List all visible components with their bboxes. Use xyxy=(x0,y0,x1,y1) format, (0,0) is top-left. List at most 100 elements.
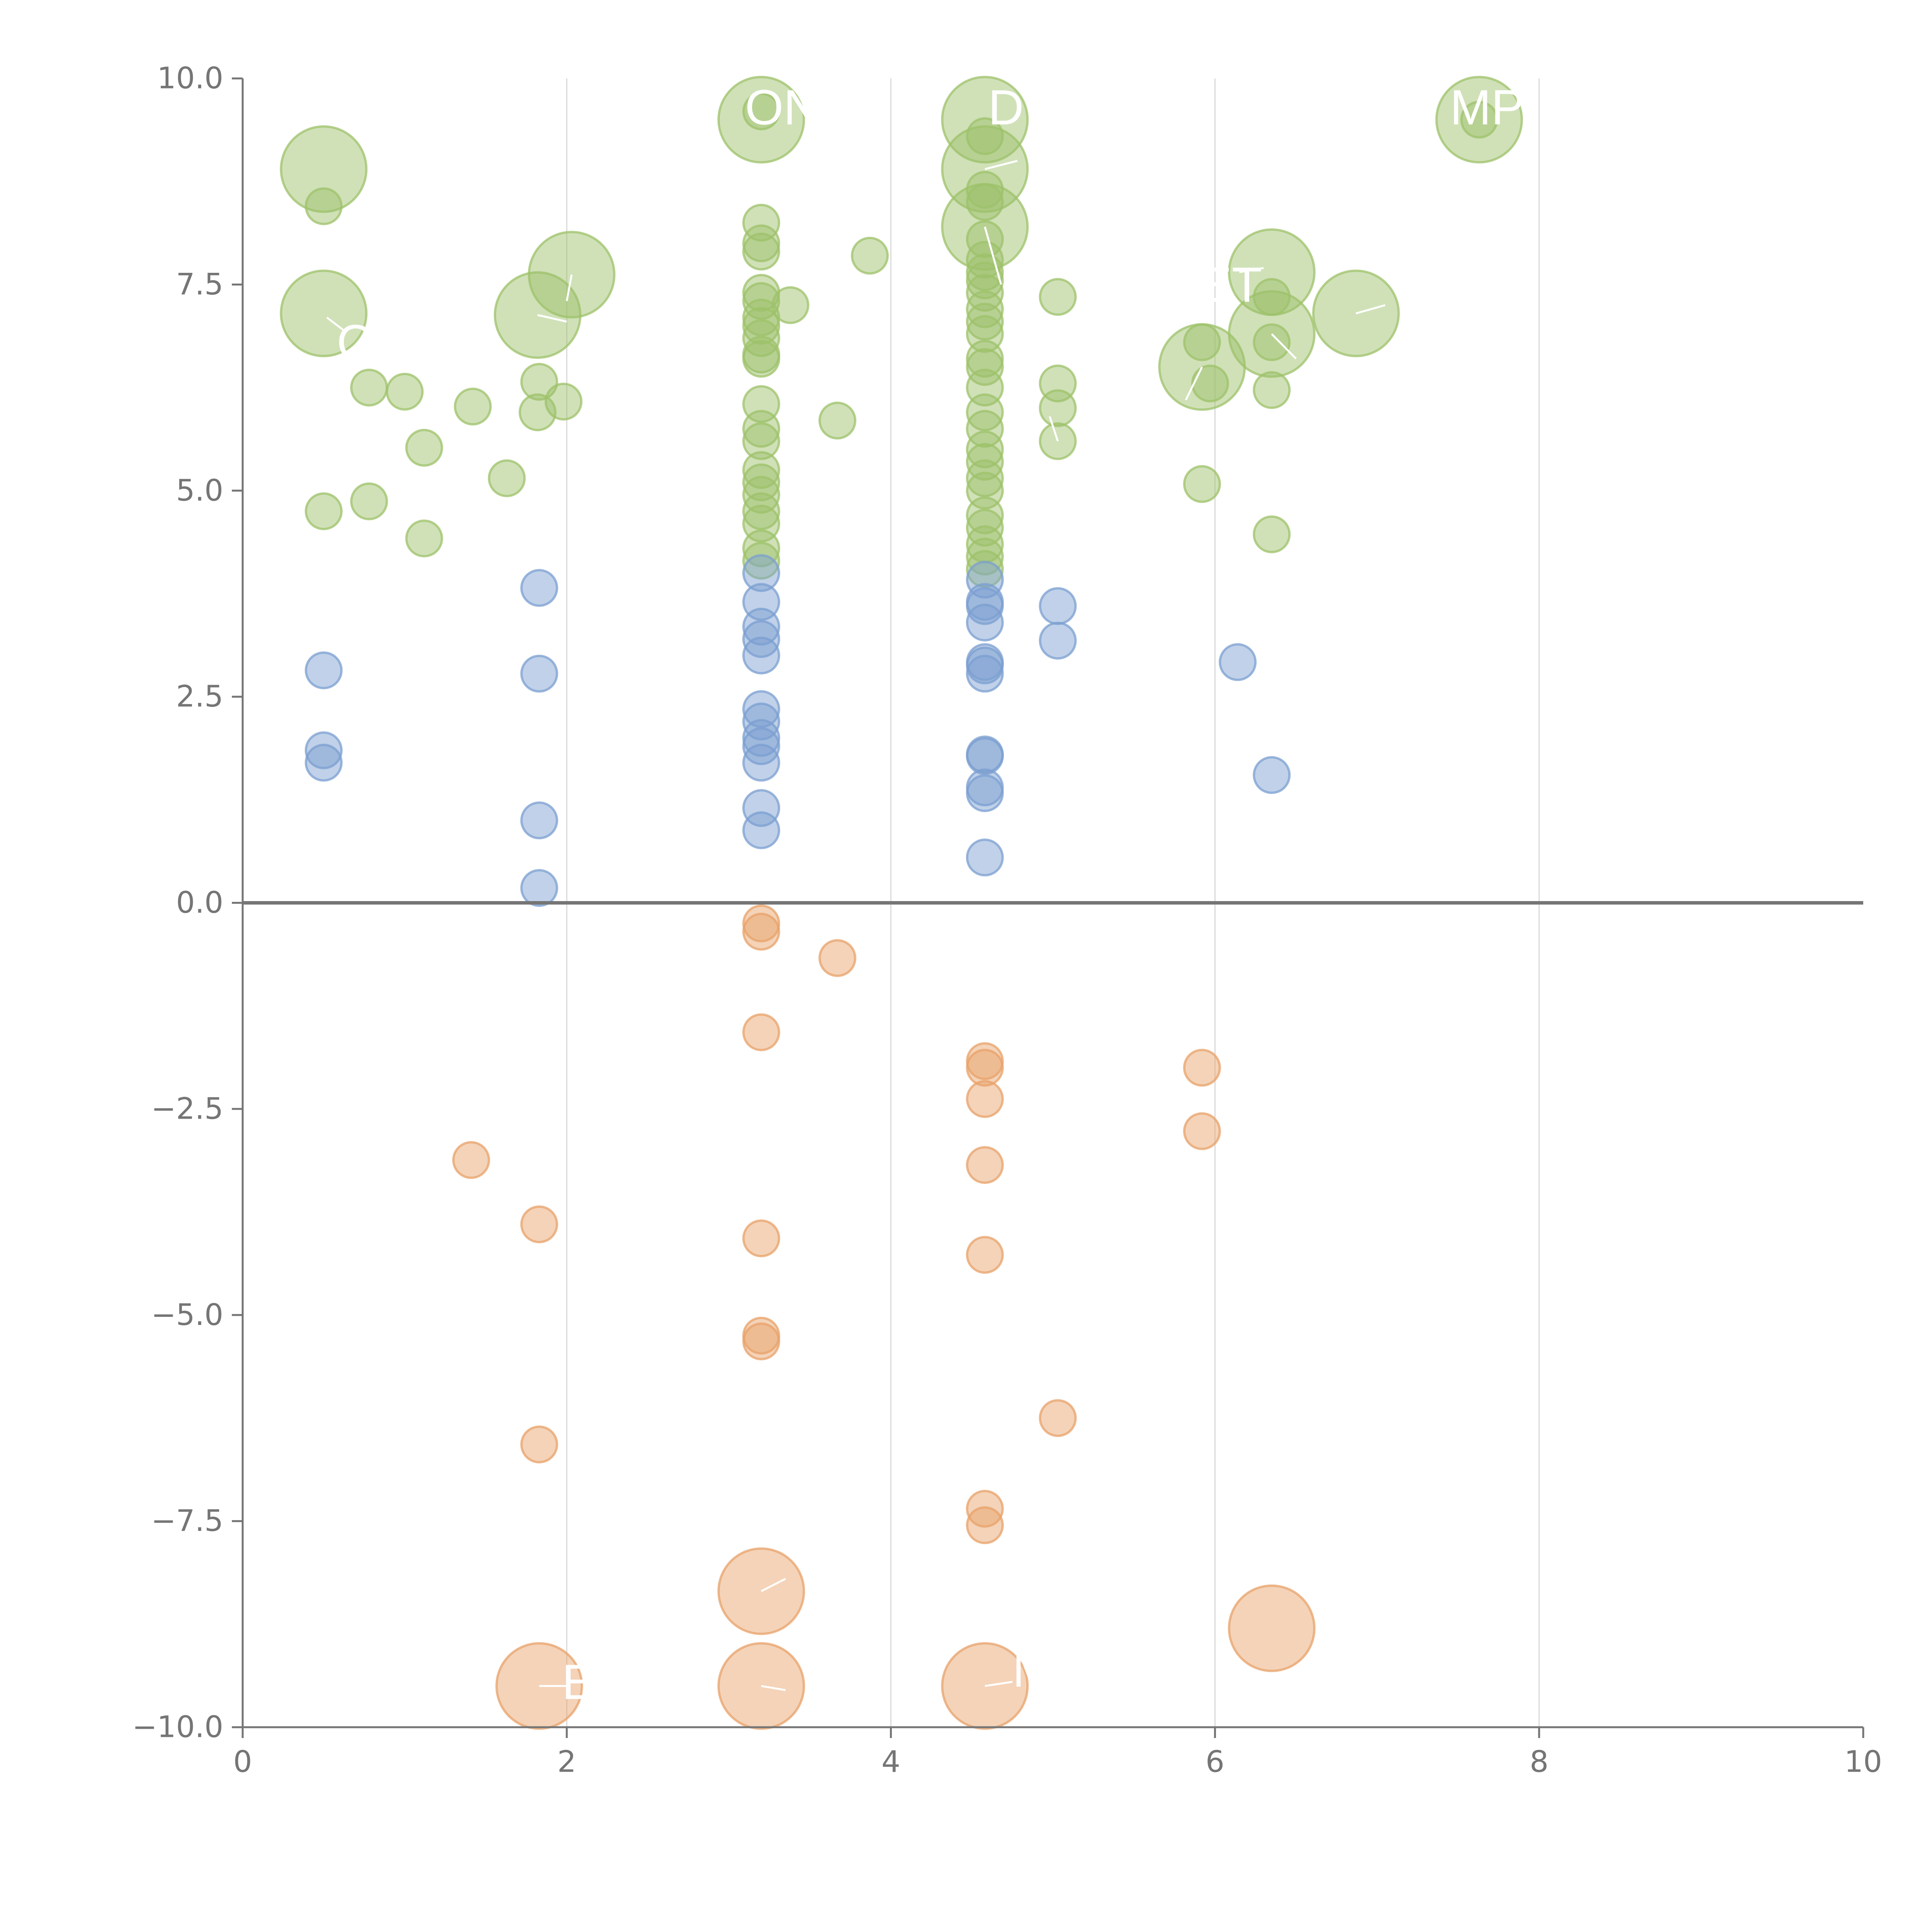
bubble-green-60 xyxy=(966,430,1004,469)
bubble-blue-27 xyxy=(966,737,1004,775)
bubble-blue-11 xyxy=(742,636,781,675)
bubble-green-7 xyxy=(488,459,526,497)
leader-line-11 xyxy=(760,1578,786,1592)
bubble-green-50 xyxy=(966,261,1004,299)
leader-line-13 xyxy=(985,1681,1013,1687)
y-tick-label-7: −7.5 xyxy=(151,1504,223,1538)
bubble-green-71 xyxy=(1039,389,1077,427)
bubble-orange-12 xyxy=(818,939,857,977)
bubble-blue-30 xyxy=(966,838,1004,877)
bubble-green-76 xyxy=(1183,465,1221,503)
bubble-blue-10 xyxy=(742,620,781,658)
bubble-blue-32 xyxy=(1039,622,1077,660)
bubble-orange-21 xyxy=(1039,1399,1077,1437)
bubble-orange-16 xyxy=(966,1146,1004,1184)
bubble-blue-19 xyxy=(966,561,1004,599)
bubble-orange-15 xyxy=(966,1080,1004,1118)
bubble-blue-24 xyxy=(966,646,1004,685)
bubble-green-0 xyxy=(280,125,368,213)
bubble-orange-0 xyxy=(452,1141,490,1179)
leader-line-8 xyxy=(1355,304,1386,315)
x-tick-label-4: 8 xyxy=(1530,1745,1549,1779)
bubble-orange-14 xyxy=(966,1049,1004,1087)
leader-line-2 xyxy=(566,274,573,301)
bubble-green-47 xyxy=(966,220,1004,259)
bubble-green-82 xyxy=(1253,515,1291,553)
bubble-orange-23 xyxy=(1183,1112,1221,1150)
bubble-green-38 xyxy=(771,286,810,324)
x-tick-label-1: 2 xyxy=(557,1745,576,1779)
y-tick-label-1: 7.5 xyxy=(176,267,223,302)
bubble-green-1 xyxy=(304,187,343,225)
bubble-green-34 xyxy=(742,492,781,531)
bubble-green-41 xyxy=(941,76,1029,164)
y-tick-label-3: 2.5 xyxy=(176,680,223,714)
bubble-blue-1 xyxy=(304,731,343,769)
x-tick-label-3: 6 xyxy=(1206,1745,1225,1779)
y-tick-label-2: 5.0 xyxy=(176,473,223,508)
bubble-green-75 xyxy=(1191,364,1229,403)
bubble-orange-17 xyxy=(966,1236,1004,1274)
leader-line-9 xyxy=(1239,267,1264,273)
x-tick-label-2: 4 xyxy=(881,1745,900,1779)
bubble-blue-22 xyxy=(966,604,1004,642)
bubble-green-25 xyxy=(742,319,781,357)
bubble-green-17 xyxy=(742,92,781,131)
bubble-green-64 xyxy=(966,496,1004,534)
bubble-green-10 xyxy=(405,519,443,558)
bubble-green-81 xyxy=(1253,371,1291,409)
annotation-label-4: C xyxy=(337,315,372,370)
bubble-orange-19 xyxy=(966,1506,1004,1544)
annotation-label-0: ON xyxy=(745,80,819,135)
bubble-green-62 xyxy=(966,459,1004,497)
bubble-green-44 xyxy=(966,171,1004,209)
bubble-green-51 xyxy=(966,274,1004,312)
bubble-blue-33 xyxy=(1219,643,1257,681)
y-tick-label-4: 0.0 xyxy=(176,886,223,920)
bubble-blue-25 xyxy=(966,655,1004,693)
bubble-green-5 xyxy=(454,388,492,426)
bubble-green-65 xyxy=(966,509,1004,547)
bubble-orange-4 xyxy=(742,904,781,942)
bubble-blue-18 xyxy=(742,811,781,849)
y-tick-label-5: −2.5 xyxy=(151,1092,223,1126)
bubble-green-18 xyxy=(742,204,781,242)
bubble-blue-17 xyxy=(742,789,781,827)
bubble-green-37 xyxy=(742,542,781,580)
bubble-green-74 xyxy=(1183,323,1221,361)
bubble-orange-5 xyxy=(742,913,781,951)
bubble-green-40 xyxy=(851,236,889,275)
bubble-blue-6 xyxy=(520,869,558,907)
bubble-green-2 xyxy=(280,269,368,357)
bubble-orange-24 xyxy=(1228,1584,1316,1672)
leader-line-3 xyxy=(985,160,1018,170)
bubble-orange-6 xyxy=(742,1013,781,1051)
axes xyxy=(242,78,1863,1728)
y-tick-label-8: −10.0 xyxy=(132,1710,223,1745)
annotation-label-1: D xyxy=(988,80,1024,135)
bubble-green-85 xyxy=(1460,100,1498,139)
bubble-blue-0 xyxy=(304,651,343,689)
bubble-green-80 xyxy=(1253,323,1291,361)
annotation-label-6: M xyxy=(1012,1642,1054,1697)
annotation-label-5: E xyxy=(562,1655,595,1710)
bubble-green-33 xyxy=(742,476,781,514)
bubble-green-30 xyxy=(742,422,781,460)
bubble-green-19 xyxy=(742,224,781,262)
bubble-blue-4 xyxy=(520,655,558,693)
bubble-green-53 xyxy=(966,303,1004,341)
bubble-green-24 xyxy=(742,307,781,345)
bubble-orange-18 xyxy=(966,1490,1004,1528)
bubble-blue-2 xyxy=(304,743,343,782)
bubble-green-32 xyxy=(742,463,781,502)
x-tick-label-0: 0 xyxy=(233,1745,252,1779)
bubble-green-16 xyxy=(717,76,805,164)
bubble-green-58 xyxy=(966,393,1004,432)
bubble-green-9 xyxy=(350,482,388,520)
bubble-green-29 xyxy=(742,410,781,448)
annotation-label-2: MP xyxy=(1450,80,1524,135)
bubble-blue-5 xyxy=(520,801,558,840)
bubble-orange-7 xyxy=(742,1219,781,1257)
bubble-blue-3 xyxy=(520,569,558,607)
